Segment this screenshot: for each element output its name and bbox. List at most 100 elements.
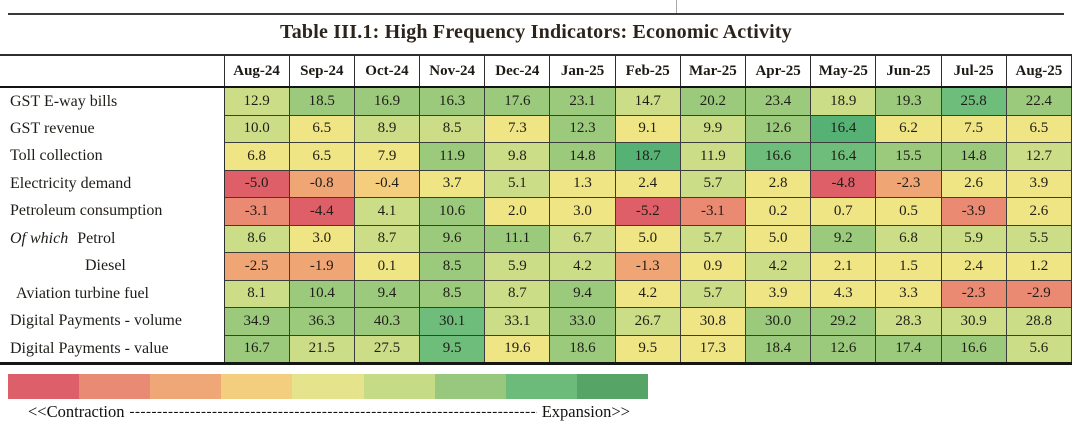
legend-contraction-label: <<Contraction (28, 402, 125, 421)
heatmap-cell: 17.6 (484, 86, 551, 116)
heatmap-cell: 16.4 (810, 142, 877, 171)
heatmap-cell: -3.9 (940, 197, 1007, 226)
heatmap-cell: 9.5 (419, 334, 486, 364)
heatmap-cell: 3.7 (419, 169, 486, 198)
legend-segment-4 (221, 374, 293, 399)
heatmap-cell: 30.8 (679, 307, 747, 336)
heatmap-cell: 20.2 (679, 86, 747, 116)
heatmap-cell: 4.2 (614, 279, 681, 308)
heatmap-cell: 12.9 (223, 86, 290, 116)
heatmap-cell: 14.8 (549, 142, 616, 171)
heatmap-cell: 5.9 (484, 252, 551, 281)
heatmap-cell: 18.9 (810, 86, 877, 116)
heatmap-cell: 22.4 (1005, 86, 1072, 116)
table-row: Of which Petrol 8.6 3.0 8.7 9.6 11.1 6.7 5.0 5.7 5… (0, 224, 1072, 253)
legend-segment-3 (150, 374, 222, 399)
heatmap-cell: 2.1 (810, 252, 877, 281)
heatmap-cell: 33.1 (484, 307, 551, 336)
heatmap-cell: 16.6 (744, 142, 812, 171)
heatmap-cell: 5.1 (484, 169, 551, 198)
heatmap-cell: 8.7 (353, 224, 421, 253)
heatmap-cell: 28.8 (1005, 307, 1072, 336)
heatmap-cell: -2.5 (223, 252, 290, 281)
hfi-heatmap-table: Aug-24 Sep-24 Oct-24 Nov-24 Dec-24 Jan-25 Feb-… (0, 54, 1072, 365)
heatmap-cell: 8.5 (419, 252, 486, 281)
legend-segment-8 (505, 374, 577, 399)
heatmap-cell: -3.1 (223, 197, 290, 226)
heatmap-cell: 6.5 (1005, 114, 1072, 143)
heatmap-cell: 6.5 (288, 142, 355, 171)
heatmap-cell: 40.3 (353, 307, 421, 336)
heatmap-cell: 9.9 (679, 114, 747, 143)
heatmap-cell: 34.9 (223, 307, 290, 336)
table-row: Electricity demand -5.0 -0.8 -0.4 3.7 5.1 1.3 2… (0, 169, 1072, 198)
heatmap-cell: 18.4 (744, 334, 812, 364)
heatmap-cell: 5.0 (614, 224, 681, 253)
heatmap-cell: 12.6 (810, 334, 877, 364)
heatmap-cell: 17.4 (875, 334, 942, 364)
heatmap-cell: 0.2 (744, 197, 812, 226)
heatmap-cell: 30.1 (419, 307, 486, 336)
row-label: Digital Payments - volume (0, 307, 225, 335)
heatmap-cell: 8.7 (484, 279, 551, 308)
heatmap-cell: 6.5 (288, 114, 355, 143)
heatmap-cell: 6.8 (875, 224, 942, 253)
table-row: GST revenue 10.0 6.5 8.9 8.5 7.3 12.3 9.1 9.9 12.… (0, 114, 1072, 143)
heatmap-cell: 3.0 (288, 224, 355, 253)
heatmap-cell: 5.5 (1005, 224, 1072, 253)
heatmap-cell: 7.3 (484, 114, 551, 143)
heatmap-cell: 0.7 (810, 197, 877, 226)
heatmap-cell: 3.9 (744, 279, 812, 308)
heatmap-cell: 9.4 (549, 279, 616, 308)
heatmap-cell: 5.7 (679, 169, 747, 198)
row-label: Electricity demand (0, 170, 225, 198)
heatmap-cell: 21.5 (288, 334, 355, 364)
legend-segment-1 (8, 374, 80, 399)
heatmap-cell: 0.5 (875, 197, 942, 226)
column-header-dec-24: Dec-24 (484, 54, 551, 88)
heatmap-cell: 19.6 (484, 334, 551, 364)
heatmap-cell: 27.5 (353, 334, 421, 364)
heatmap-cell: 9.5 (614, 334, 681, 364)
heatmap-cell: 6.2 (875, 114, 942, 143)
heatmap-cell: 36.3 (288, 307, 355, 336)
column-header-aug-25: Aug-25 (1005, 54, 1072, 88)
heatmap-cell: -2.3 (940, 279, 1007, 308)
legend-segment-6 (363, 374, 435, 399)
legend-caption: <<Contraction --------------------------… (28, 402, 630, 422)
heatmap-cell: 9.4 (353, 279, 421, 308)
column-header-apr-25: Apr-25 (744, 54, 812, 88)
heatmap-cell: 23.1 (549, 86, 616, 116)
page-artifact-tick (676, 0, 677, 13)
legend-segment-2 (79, 374, 151, 399)
table-row: GST E-way bills 12.9 18.5 16.9 16.3 17.6 23.1 1… (0, 86, 1072, 116)
row-label: GST E-way bills (0, 87, 225, 115)
heatmap-cell: 1.2 (1005, 252, 1072, 281)
column-header-nov-24: Nov-24 (419, 54, 486, 88)
heatmap-cell: 18.6 (549, 334, 616, 364)
row-label: GST revenue (0, 115, 225, 143)
table-row: Diesel -2.5 -1.9 0.1 8.5 5.9 4.2 -1.3 0.9 4.2 2.1 1… (0, 252, 1072, 281)
table-row: Petroleum consumption -3.1 -4.4 4.1 10.6 2.0 3… (0, 197, 1072, 226)
heatmap-cell: -4.8 (810, 169, 877, 198)
heatmap-cell: -1.9 (288, 252, 355, 281)
legend-expansion-label: Expansion>> (541, 402, 630, 421)
table-row: Digital Payments - volume 34.9 36.3 40.3 30.… (0, 307, 1072, 336)
heatmap-cell: 2.4 (940, 252, 1007, 281)
table-row: Aviation turbine fuel 8.1 10.4 9.4 8.5 8.7 9.4… (0, 279, 1072, 308)
heatmap-cell: 6.7 (549, 224, 616, 253)
heatmap-cell: 9.2 (810, 224, 877, 253)
row-label: Diesel (0, 252, 225, 280)
row-label: Digital Payments - value (0, 335, 225, 364)
heatmap-cell: 10.0 (223, 114, 290, 143)
heatmap-cell: 2.0 (484, 197, 551, 226)
heatmap-cell: 17.3 (679, 334, 747, 364)
column-header-jan-25: Jan-25 (549, 54, 616, 88)
column-header-feb-25: Feb-25 (614, 54, 681, 88)
heatmap-cell: 16.9 (353, 86, 421, 116)
heatmap-cell: 1.3 (549, 169, 616, 198)
heatmap-cell: 19.3 (875, 86, 942, 116)
heatmap-cell: 7.9 (353, 142, 421, 171)
heatmap-cell: -2.3 (875, 169, 942, 198)
heatmap-cell: 2.6 (940, 169, 1007, 198)
